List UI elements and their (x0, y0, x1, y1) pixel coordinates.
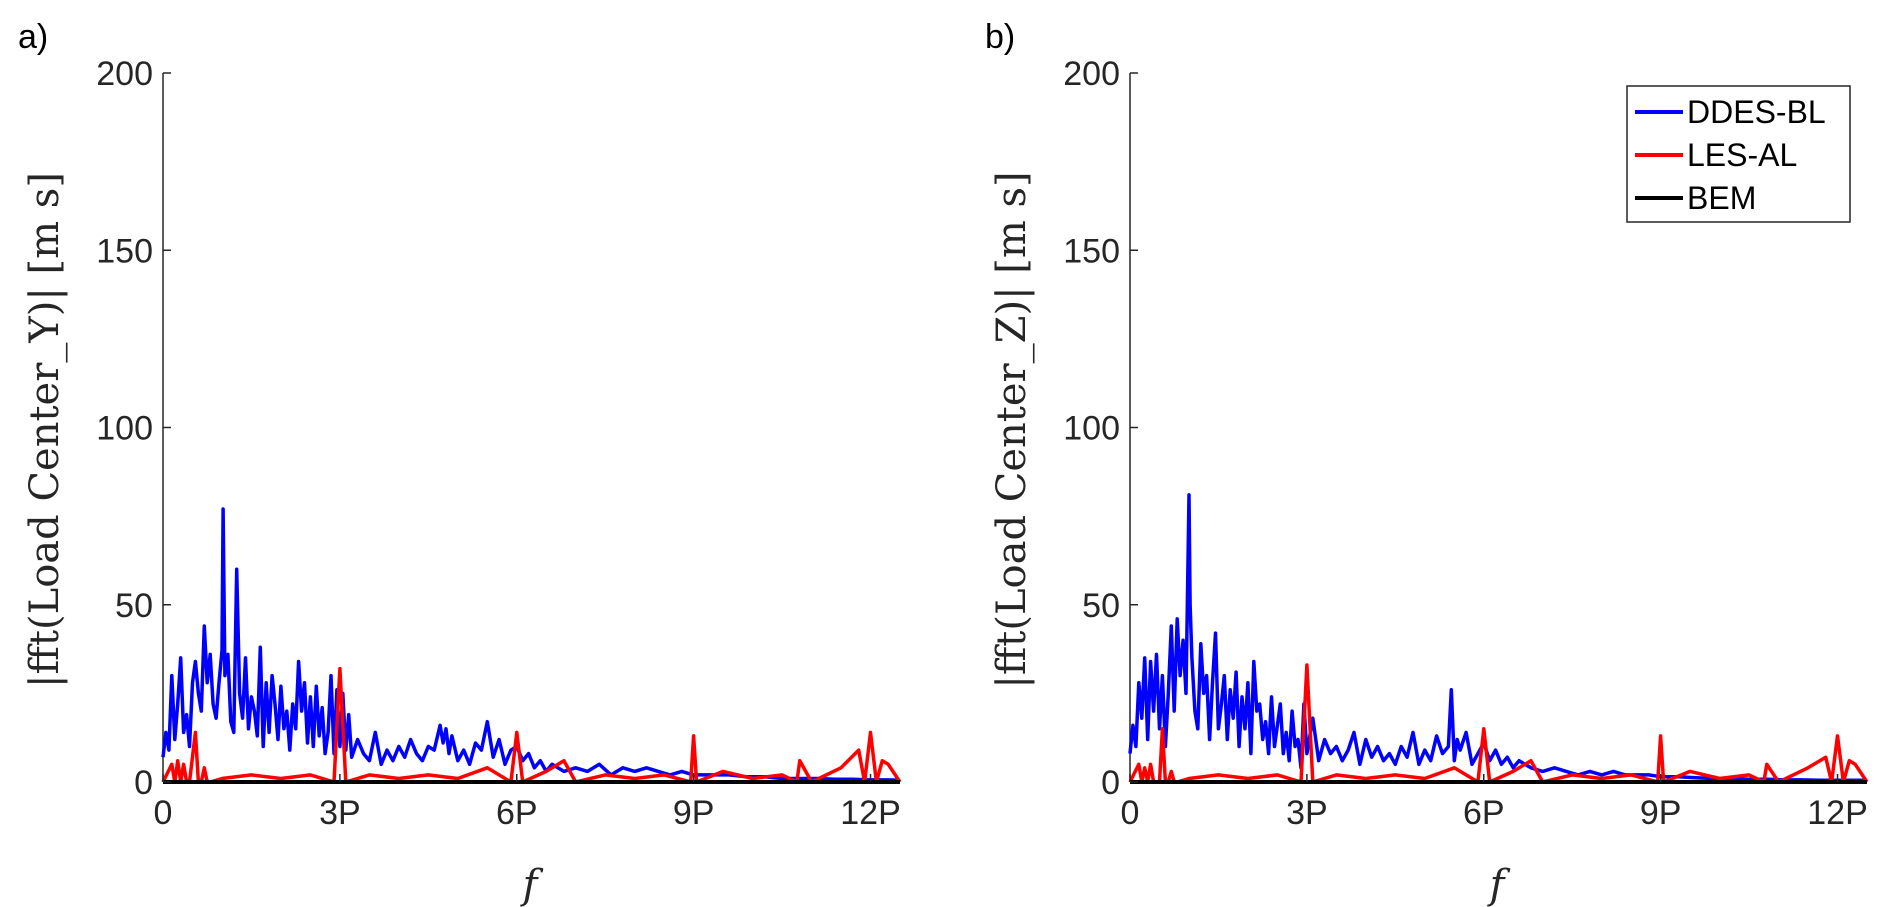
x-tick-label: 3P (1286, 794, 1328, 832)
panel-b-ylabel: |fft(Load Center_Z)| [m s] (989, 171, 1035, 688)
panel-b-label: b) (985, 18, 1015, 56)
legend-label-les-al: LES-AL (1687, 137, 1797, 173)
panel-b-series (1128, 493, 1869, 784)
legend-label-ddes-bl: DDES-BL (1687, 94, 1826, 130)
panel-a-label: a) (18, 18, 48, 56)
x-tick-label: 6P (496, 794, 538, 832)
y-tick-label: 0 (134, 764, 153, 802)
y-tick-label: 200 (96, 55, 153, 93)
panel-b-xlabel: f (1487, 862, 1511, 907)
x-tick-label: 3P (319, 794, 361, 832)
legend: DDES-BL LES-AL BEM (1626, 85, 1851, 223)
x-tick-label: 12P (840, 794, 901, 832)
x-tick-label: 12P (1807, 794, 1868, 832)
x-tick-label: 9P (673, 794, 715, 832)
legend-label-bem: BEM (1687, 180, 1756, 216)
series-line-les-al (161, 666, 902, 784)
y-tick-label: 150 (1063, 232, 1120, 270)
panel-a-series (161, 507, 902, 784)
y-tick-label: 100 (1063, 410, 1120, 448)
panel-a: a) 0 50 100 150 200 0 3P 6P 9P 12P f |fft(Load Ce… (18, 18, 902, 907)
panel-b-ticks: 0 50 100 150 200 0 3P 6P 9P 12P (1063, 55, 1868, 832)
panel-b: b) 0 50 100 150 200 0 3P 6P 9P 12P f |fft(Load Ce… (985, 18, 1869, 907)
x-tick-label: 6P (1463, 794, 1505, 832)
y-tick-label: 50 (115, 587, 153, 625)
panel-a-ylabel: |fft(Load Center_Y)| [m s] (22, 172, 68, 688)
series-line-ddes-bl (161, 507, 901, 782)
y-tick-label: 200 (1063, 55, 1120, 93)
panel-a-ticks: 0 50 100 150 200 0 3P 6P 9P 12P (96, 55, 901, 832)
y-tick-label: 100 (96, 410, 153, 448)
panel-a-xlabel: f (520, 862, 544, 907)
y-tick-label: 50 (1082, 587, 1120, 625)
y-tick-label: 0 (1101, 764, 1120, 802)
x-tick-label: 9P (1640, 794, 1682, 832)
y-tick-label: 150 (96, 232, 153, 270)
series-line-les-al (1128, 663, 1869, 784)
x-tick-label: 0 (1121, 794, 1140, 832)
x-tick-label: 0 (154, 794, 173, 832)
series-line-ddes-bl (1128, 493, 1867, 782)
